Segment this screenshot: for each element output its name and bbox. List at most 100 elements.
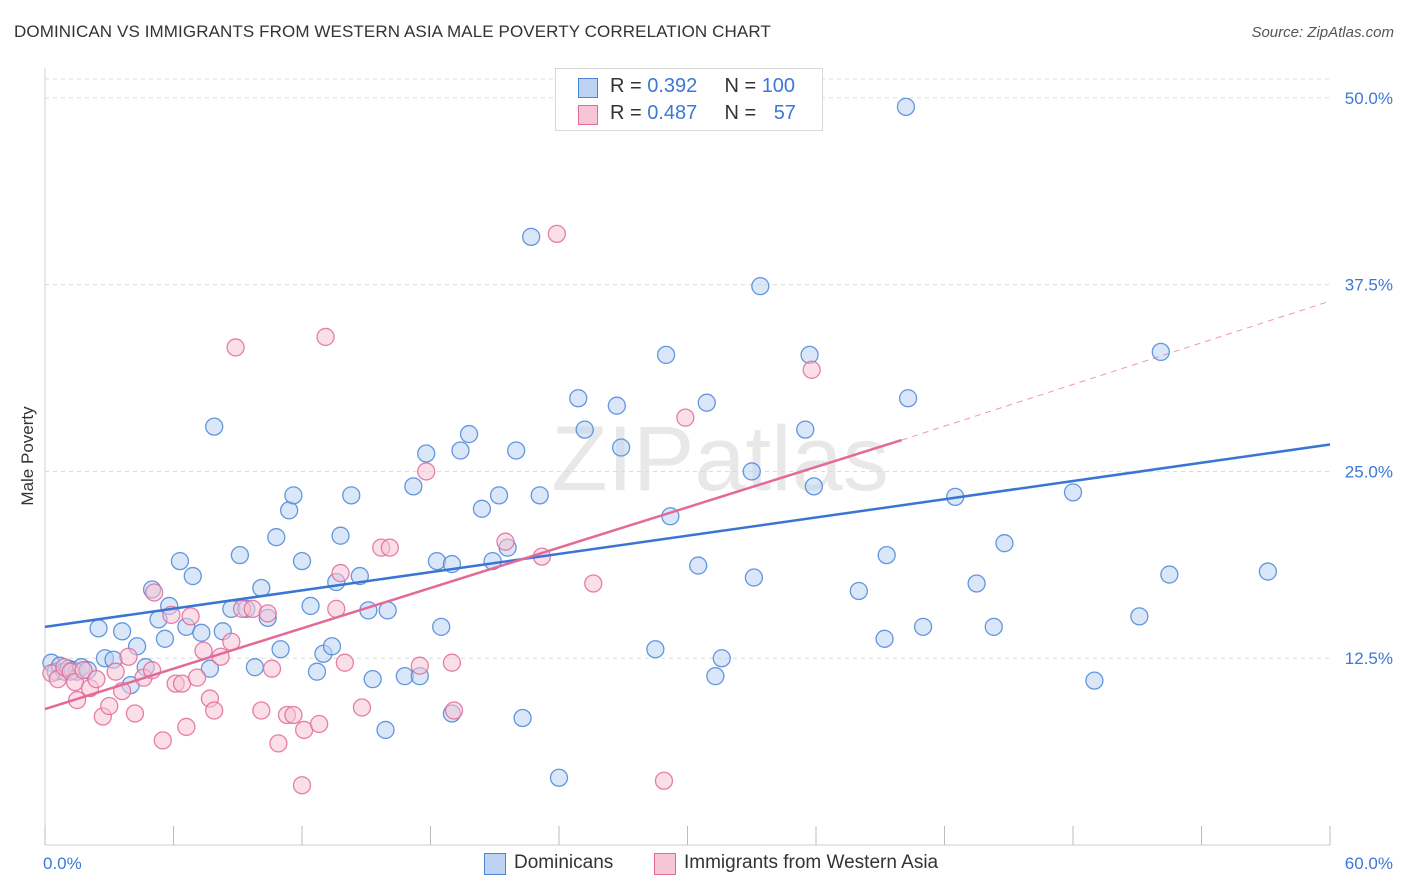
- data-point-immigrants: [262, 659, 282, 678]
- series-immigrants-points: [42, 224, 821, 795]
- data-point-dominicans: [417, 444, 436, 463]
- data-point-immigrants: [243, 599, 262, 619]
- data-point-dominicans: [1151, 342, 1170, 362]
- data-point-immigrants: [331, 563, 350, 583]
- data-point-immigrants: [177, 717, 196, 737]
- data-point-dominicans: [575, 420, 594, 439]
- data-point-dominicans: [350, 566, 369, 586]
- data-point-immigrants: [252, 701, 271, 720]
- data-point-dominicans: [307, 662, 327, 681]
- data-point-dominicans: [742, 462, 761, 481]
- data-point-dominicans: [796, 420, 815, 439]
- data-point-dominicans: [697, 393, 716, 412]
- data-point-immigrants: [802, 360, 821, 379]
- data-point-dominicans: [1160, 565, 1179, 584]
- data-point-immigrants: [654, 771, 674, 790]
- data-point-immigrants: [316, 327, 335, 347]
- data-point-dominicans: [267, 528, 286, 547]
- n-label: N =: [724, 75, 762, 97]
- data-point-dominicans: [656, 345, 676, 365]
- data-point-immigrants: [106, 662, 125, 681]
- data-point-dominicans: [489, 486, 509, 505]
- r-label: R =: [610, 102, 648, 124]
- data-point-dominicans: [342, 486, 361, 505]
- data-point-dominicans: [898, 389, 918, 408]
- data-point-dominicans: [230, 545, 250, 565]
- data-point-dominicans: [1258, 562, 1278, 581]
- n-value: 57: [773, 102, 796, 124]
- y-tick-labels: 12.5% 25.0% 37.5% 50.0%: [1345, 89, 1393, 668]
- data-point-dominicans: [284, 486, 303, 505]
- axes: [44, 68, 1331, 846]
- x-tick-label: 0.0%: [43, 854, 82, 873]
- data-point-dominicans: [804, 477, 824, 496]
- data-point-dominicans: [967, 574, 986, 593]
- data-point-dominicans: [995, 534, 1014, 553]
- data-point-immigrants: [284, 705, 303, 725]
- data-point-dominicans: [427, 551, 447, 571]
- series-dominicans-points: [42, 97, 1278, 787]
- data-point-dominicans: [646, 640, 665, 659]
- data-point-dominicans: [569, 389, 588, 408]
- data-point-immigrants: [676, 408, 695, 427]
- data-point-dominicans: [301, 596, 320, 616]
- data-point-dominicans: [200, 659, 220, 678]
- data-point-dominicans: [507, 441, 526, 460]
- data-point-dominicans: [875, 629, 894, 648]
- data-point-dominicans: [363, 669, 382, 689]
- source-label: Source: ZipAtlas.com: [1251, 24, 1394, 41]
- data-point-immigrants: [100, 696, 119, 716]
- data-point-immigrants: [417, 462, 436, 481]
- r-value: 0.487: [647, 102, 698, 124]
- data-point-immigrants: [410, 656, 429, 675]
- chart-title: DOMINICAN VS IMMIGRANTS FROM WESTERN ASI…: [14, 22, 771, 41]
- data-point-immigrants: [584, 574, 603, 593]
- y-tick-label: 50.0%: [1345, 89, 1393, 108]
- data-point-immigrants: [74, 661, 93, 680]
- data-point-immigrants: [309, 714, 329, 734]
- data-point-immigrants: [352, 698, 372, 717]
- trend-line-immigrants: [44, 438, 903, 711]
- data-point-dominicans: [706, 667, 725, 686]
- data-point-dominicans: [432, 617, 451, 636]
- data-point-dominicans: [376, 720, 395, 740]
- data-point-dominicans: [1130, 607, 1149, 626]
- y-axis-label: Male Poverty: [18, 406, 37, 506]
- data-point-dominicans: [751, 277, 770, 296]
- data-point-dominicans: [849, 581, 868, 601]
- stats-legend: R = 0.392 N = 100 R = 0.487 N = 57: [555, 68, 823, 131]
- y-tick-label: 37.5%: [1345, 276, 1393, 295]
- data-point-immigrants: [153, 731, 172, 750]
- data-point-dominicans: [744, 568, 764, 587]
- data-point-immigrants: [547, 224, 567, 244]
- data-point-dominicans: [611, 438, 631, 457]
- data-point-dominicans: [252, 578, 271, 598]
- series-legend: Dominicans Immigrants from Western Asia: [0, 852, 1406, 878]
- trend-line-immigrants-extension: [901, 300, 1331, 441]
- data-point-dominicans: [112, 622, 132, 641]
- data-point-immigrants: [145, 583, 164, 602]
- data-point-immigrants: [187, 668, 207, 687]
- grid-lines: [45, 78, 1330, 659]
- data-point-immigrants: [119, 647, 138, 666]
- data-point-dominicans: [183, 566, 202, 586]
- data-point-dominicans: [245, 658, 265, 677]
- data-point-immigrants: [269, 734, 288, 753]
- r-value: 0.392: [647, 75, 698, 97]
- data-point-dominicans: [205, 417, 224, 436]
- data-point-dominicans: [689, 556, 708, 575]
- data-point-dominicans: [89, 619, 108, 638]
- data-point-immigrants: [181, 607, 200, 626]
- watermark: ZIPatlas: [551, 408, 888, 510]
- data-point-immigrants: [335, 653, 354, 672]
- data-point-dominicans: [549, 768, 569, 787]
- data-point-dominicans: [984, 617, 1003, 636]
- legend-swatch-blue: [484, 853, 506, 875]
- data-point-dominicans: [451, 441, 470, 460]
- legend-swatch-blue: [578, 78, 598, 98]
- data-point-dominicans: [522, 227, 541, 246]
- data-point-immigrants: [226, 338, 245, 357]
- data-point-dominicans: [322, 637, 342, 656]
- data-point-dominicans: [155, 629, 175, 648]
- data-point-immigrants: [205, 701, 224, 720]
